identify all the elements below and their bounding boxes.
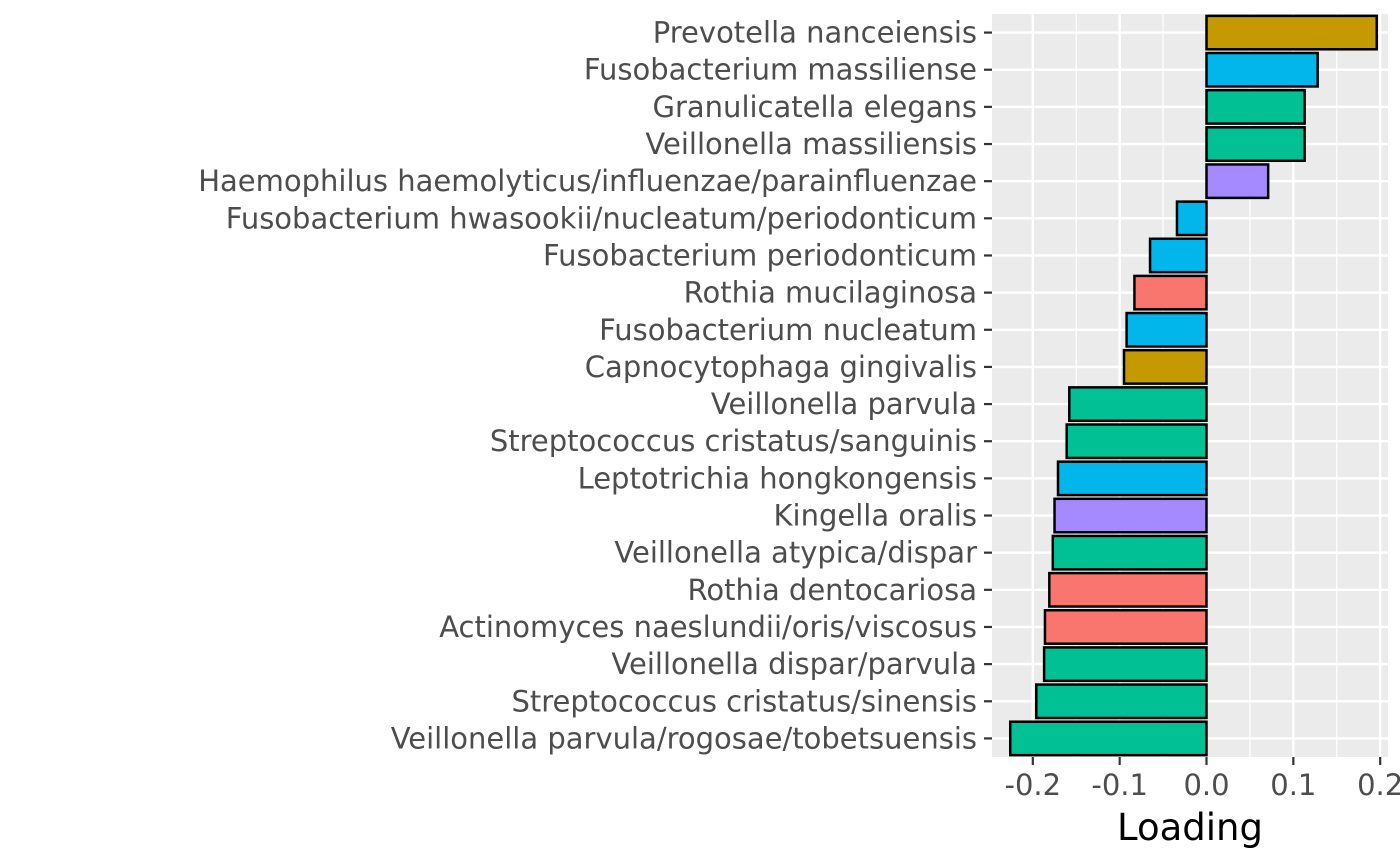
bar xyxy=(1175,200,1208,237)
bar xyxy=(1205,51,1319,88)
y-tick-label: Veillonella parvula/rogosae/tobetsuensis xyxy=(391,721,977,755)
y-tick-label: Veillonella massiliensis xyxy=(645,127,977,161)
bar xyxy=(1035,683,1208,720)
y-tick-label: Veillonella parvula xyxy=(711,387,977,421)
bar xyxy=(1068,386,1208,423)
x-tick-label: 0.0 xyxy=(1183,768,1229,802)
bar xyxy=(1042,646,1208,683)
y-tick-label: Haemophilus haemolyticus/influenzae/para… xyxy=(198,164,977,198)
x-tick-label: 0.2 xyxy=(1357,768,1400,802)
y-tick-label: Veillonella atypica/dispar xyxy=(614,536,977,570)
y-tick-label: Streptococcus cristatus/sinensis xyxy=(511,684,977,718)
bar xyxy=(1008,720,1208,757)
y-tick-label: Rothia dentocariosa xyxy=(688,573,977,607)
bar xyxy=(1043,609,1208,645)
bar xyxy=(1125,311,1208,348)
y-tick-label: Kingella oralis xyxy=(774,499,977,533)
y-tick-label: Fusobacterium periodonticum xyxy=(543,238,977,272)
x-axis: -0.2 -0.1 0.0 0.1 0.2 xyxy=(1005,757,1400,802)
y-tick-label: Fusobacterium hwasookii/nucleatum/period… xyxy=(226,201,977,235)
bar xyxy=(1051,534,1208,571)
y-tick-label: Fusobacterium massiliense xyxy=(584,53,977,87)
bar xyxy=(1065,423,1208,460)
plot-panel xyxy=(992,14,1388,757)
y-tick-label: Leptotrichia hongkongensis xyxy=(578,461,977,495)
bar xyxy=(1148,237,1208,274)
bar xyxy=(1133,274,1208,311)
bar xyxy=(1053,497,1208,534)
y-tick-label: Streptococcus cristatus/sanguinis xyxy=(490,424,977,458)
y-tick-label: Capnocytophaga gingivalis xyxy=(585,350,977,384)
bars xyxy=(1008,14,1378,757)
bar xyxy=(1205,126,1306,162)
y-tick-label: Prevotella nanceiensis xyxy=(653,16,977,50)
bar xyxy=(1056,460,1208,497)
y-tick-label: Veillonella dispar/parvula xyxy=(611,647,977,681)
y-tick-label: Fusobacterium nucleatum xyxy=(599,313,977,347)
y-tick-label: Granulicatella elegans xyxy=(653,90,977,124)
y-tick-label: Actinomyces naeslundii/oris/viscosus xyxy=(439,610,977,644)
bar xyxy=(1205,14,1378,51)
x-tick-label: -0.1 xyxy=(1091,768,1148,802)
x-axis-title: Loading xyxy=(1117,806,1263,849)
x-tick-label: -0.2 xyxy=(1005,768,1062,802)
y-tick-label: Rothia mucilaginosa xyxy=(684,276,977,310)
bar xyxy=(1048,571,1208,608)
bar xyxy=(1205,88,1306,125)
bar xyxy=(1205,163,1270,200)
bar xyxy=(1122,348,1208,385)
x-tick-label: 0.1 xyxy=(1270,768,1316,802)
